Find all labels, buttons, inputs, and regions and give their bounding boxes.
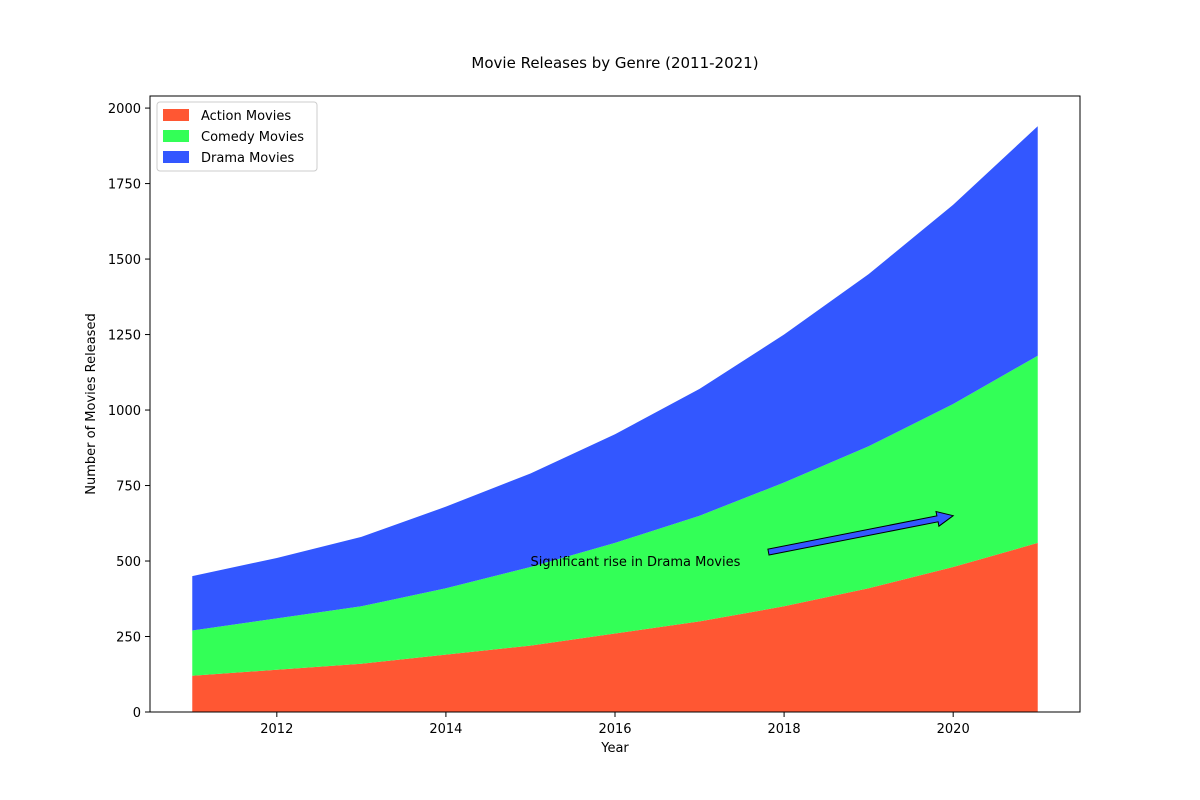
x-tick-label: 2018 — [768, 722, 801, 737]
y-tick-label: 2000 — [108, 102, 141, 117]
annotation-arrow — [767, 510, 955, 556]
chart-title: Movie Releases by Genre (2011-2021) — [471, 54, 758, 72]
area-action-movies — [192, 542, 1038, 712]
legend-label-drama-movies: Drama Movies — [201, 151, 295, 166]
y-tick-label: 1000 — [108, 404, 141, 419]
plot-areas — [192, 126, 1038, 712]
x-tick-label: 2016 — [598, 722, 631, 737]
area-drama-movies — [192, 126, 1038, 631]
x-tick-label: 2020 — [937, 722, 970, 737]
legend-label-action-movies: Action Movies — [201, 109, 291, 124]
x-axis-title: Year — [600, 741, 629, 756]
x-tick-label: 2012 — [260, 722, 293, 737]
legend-box — [156, 101, 318, 172]
y-tick-label: 1750 — [108, 178, 141, 193]
y-tick-label: 1500 — [108, 253, 141, 268]
y-tick-label: 1250 — [108, 329, 141, 344]
y-tick-label: 250 — [116, 631, 141, 646]
legend-swatch-drama-movies — [163, 151, 189, 163]
y-axis-title: Number of Movies Released — [84, 313, 99, 494]
x-axis: 2012 2014 2016 2018 2020 — [260, 712, 970, 737]
y-tick-label: 0 — [133, 706, 141, 721]
x-tick-label: 2014 — [429, 722, 462, 737]
y-tick-label: 750 — [116, 480, 141, 495]
annotation-text: Significant rise in Drama Movies — [530, 555, 740, 570]
annotation: Significant rise in Drama Movies — [530, 510, 955, 570]
y-tick-label: 500 — [116, 555, 141, 570]
legend-swatch-action-movies — [163, 109, 189, 121]
legend-label-comedy-movies: Comedy Movies — [201, 130, 304, 145]
y-axis: 0 250 500 750 1000 1250 1500 1750 2000 — [108, 102, 150, 721]
legend-swatch-comedy-movies — [163, 130, 189, 142]
legend: Action Movies Comedy Movies Drama Movies — [156, 101, 318, 172]
area-comedy-movies — [192, 355, 1038, 676]
